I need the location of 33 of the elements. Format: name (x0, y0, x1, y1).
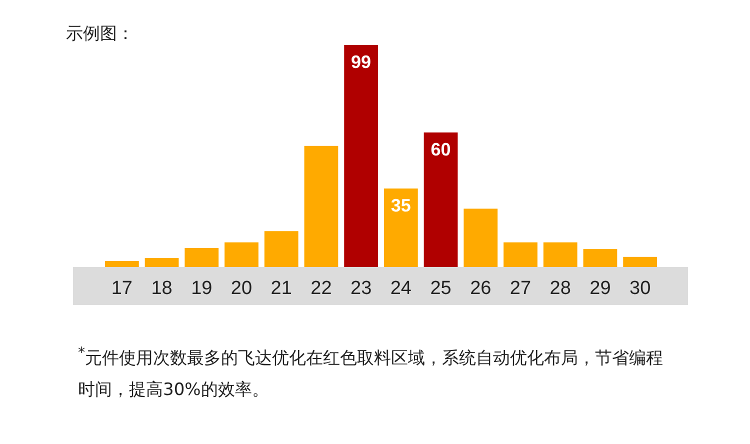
bar (184, 248, 219, 267)
x-tick-label: 26 (470, 278, 492, 299)
x-tick-label: 29 (590, 278, 611, 299)
bar (424, 132, 458, 267)
bar (104, 260, 139, 267)
bar (543, 242, 578, 267)
bar (504, 242, 538, 267)
bar (304, 146, 338, 267)
x-tick-label: 18 (151, 278, 172, 299)
x-tick-label: 21 (270, 278, 292, 299)
bar (224, 242, 258, 267)
data-label: 35 (390, 196, 411, 216)
bar (623, 256, 658, 267)
x-tick-label: 20 (230, 278, 252, 299)
bar (464, 208, 498, 267)
data-label: 60 (430, 139, 451, 160)
x-tick-label: 19 (191, 278, 212, 299)
text: $^{*}$元件使用次数最多的飞达优化在红色取料区域，系统自动优化布局，节省编程时间，提高30%的效率。 (78, 344, 664, 402)
bar (264, 231, 298, 267)
x-tick-label: 30 (630, 278, 651, 299)
data-label: 99 (351, 52, 372, 72)
x-tick-label: 23 (350, 278, 372, 299)
x-tick-label: 17 (111, 278, 132, 299)
bar (384, 188, 418, 267)
bar (583, 249, 618, 267)
x-tick-label: 22 (310, 278, 332, 299)
chart-title: 示例图： (66, 23, 134, 45)
x-tick-label: 24 (390, 278, 412, 299)
bar (344, 45, 378, 267)
x-tick-label: 28 (550, 278, 571, 299)
x-tick-label: 27 (510, 278, 532, 299)
bar (144, 258, 179, 267)
x-tick-label: 25 (430, 278, 452, 299)
